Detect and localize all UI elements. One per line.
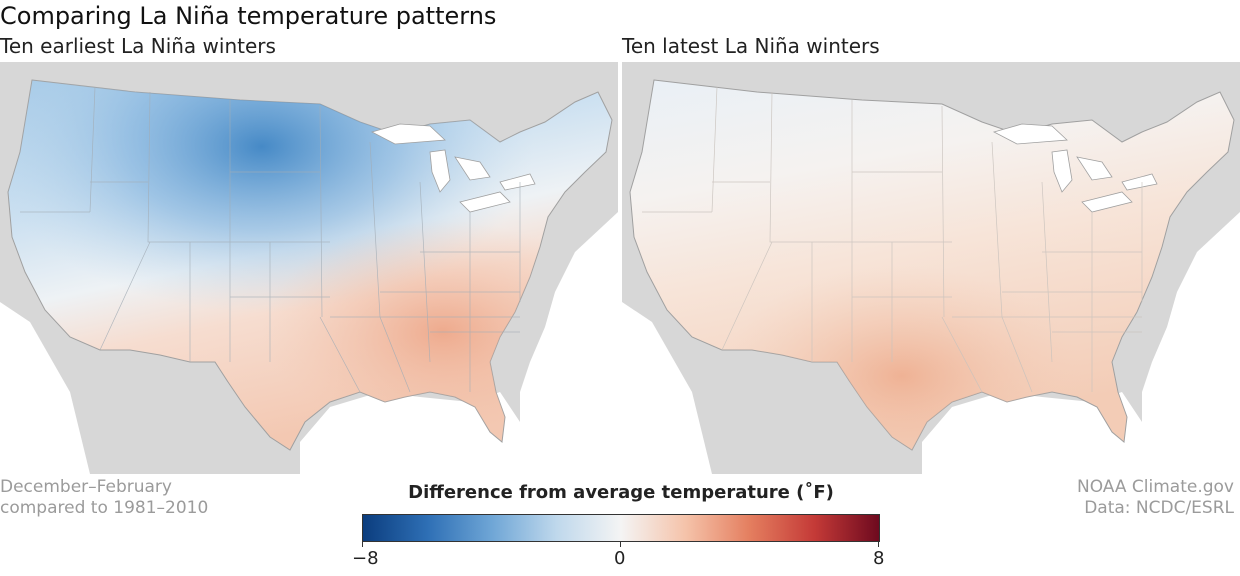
atlantic-ocean bbox=[520, 212, 618, 474]
legend-tick-max bbox=[878, 541, 879, 547]
period-line-2: compared to 1981–2010 bbox=[0, 498, 209, 518]
left-panel-title: Ten earliest La Niña winters bbox=[0, 34, 276, 58]
credit-note: NOAA Climate.gov Data: NCDC/ESRL bbox=[1077, 477, 1234, 519]
legend-max-label: 8 bbox=[873, 548, 885, 569]
left-map bbox=[0, 62, 618, 474]
period-note: December–February compared to 1981–2010 bbox=[0, 477, 208, 519]
great-lakes bbox=[992, 123, 1158, 213]
legend-title: Difference from average temperature (˚F) bbox=[408, 482, 834, 503]
credit-line-1: NOAA Climate.gov bbox=[1076, 477, 1234, 497]
warm-anomaly-overlay bbox=[8, 80, 612, 450]
gulf-of-mexico bbox=[922, 392, 1142, 474]
legend-colorbar bbox=[362, 514, 880, 542]
period-line-1: December–February bbox=[0, 477, 172, 497]
state-borders bbox=[642, 86, 1143, 393]
pacific-ocean bbox=[622, 302, 712, 474]
legend-tick-mid bbox=[620, 541, 621, 547]
pacific-ocean bbox=[0, 302, 90, 474]
right-map bbox=[622, 62, 1240, 474]
right-panel-title: Ten latest La Niña winters bbox=[622, 34, 880, 58]
gulf-of-mexico bbox=[300, 392, 520, 474]
warm-anomaly-overlay bbox=[630, 80, 1234, 450]
legend-min-label: −8 bbox=[352, 548, 379, 569]
state-borders bbox=[20, 86, 521, 393]
legend-tick-min bbox=[362, 541, 363, 547]
atlantic-ocean bbox=[1142, 212, 1240, 474]
legend-mid-label: 0 bbox=[614, 548, 626, 569]
figure-title: Comparing La Niña temperature patterns bbox=[0, 2, 497, 30]
credit-line-2: Data: NCDC/ESRL bbox=[1084, 498, 1234, 518]
great-lakes bbox=[370, 123, 536, 213]
